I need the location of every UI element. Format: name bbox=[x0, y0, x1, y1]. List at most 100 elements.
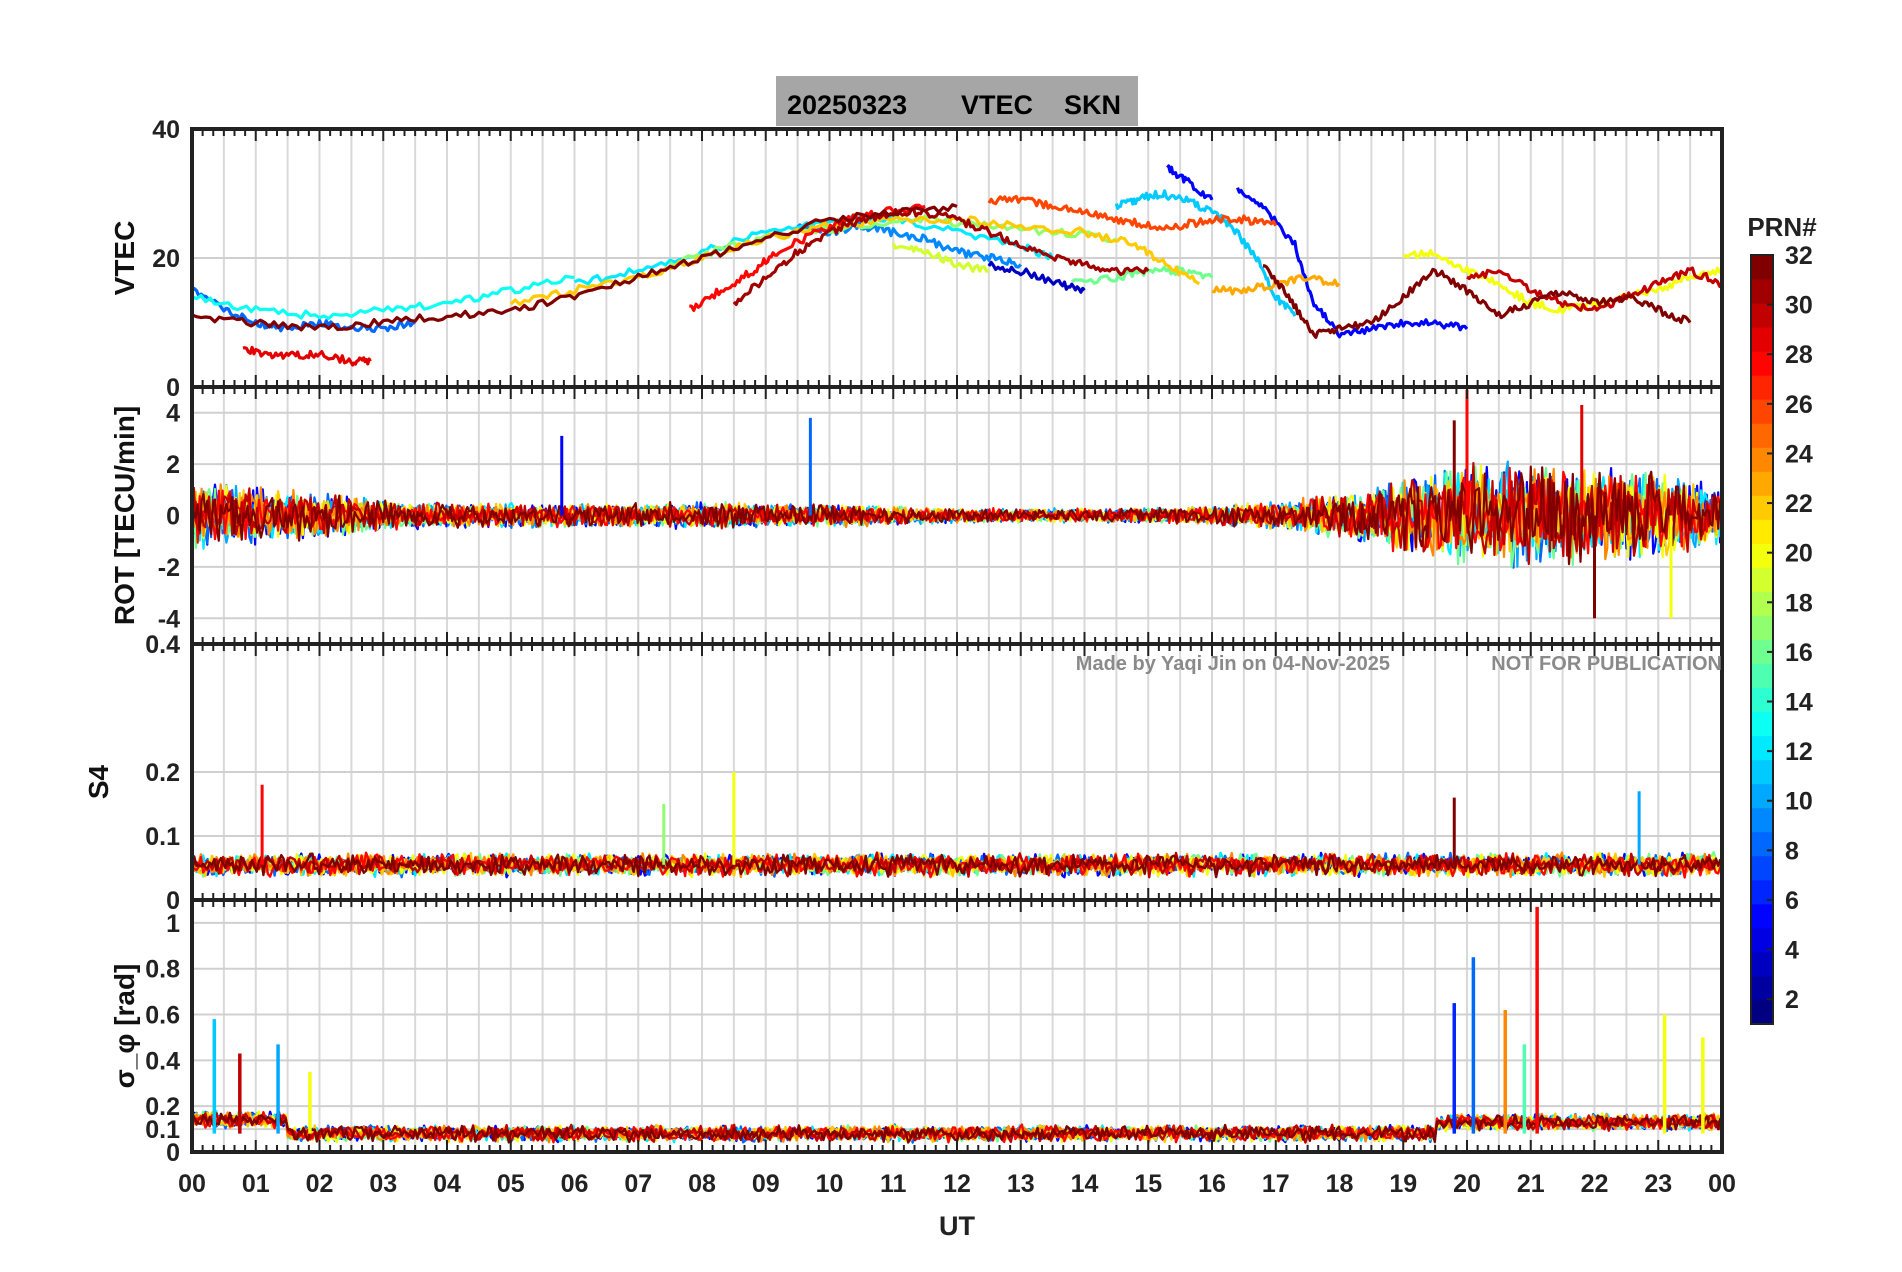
sigma-phi-panel: 00.10.2 0.4 0.6 0.8 1 σ_φ [rad] bbox=[109, 898, 1724, 1167]
colorbar-segment bbox=[1751, 999, 1773, 1025]
colorbar-segment bbox=[1751, 399, 1773, 424]
colorbar-tick-label: 26 bbox=[1785, 391, 1813, 419]
y-tick-label: 0.6 bbox=[145, 1002, 180, 1030]
watermark-author: Made by Yaqi Jin on 04-Nov-2025 bbox=[1076, 653, 1390, 675]
x-tick-label: 17 bbox=[1262, 1170, 1290, 1198]
sigma-series-prn-32 bbox=[190, 1111, 1722, 1144]
y-tick-label: -2 bbox=[158, 554, 180, 582]
colorbar-tick-label: 22 bbox=[1785, 490, 1813, 518]
colorbar-segment bbox=[1751, 591, 1773, 616]
x-tick-label: 18 bbox=[1326, 1170, 1354, 1198]
colorbar-tick-label: 14 bbox=[1785, 689, 1813, 717]
colorbar-segment bbox=[1751, 423, 1773, 448]
y-tick-label: -4 bbox=[158, 605, 180, 633]
vtec-series-prn-20 bbox=[1402, 249, 1723, 315]
x-tick-label: 09 bbox=[752, 1170, 780, 1198]
colorbar-segment bbox=[1751, 567, 1773, 592]
x-tick-label: 03 bbox=[369, 1170, 397, 1198]
colorbar-segment bbox=[1751, 639, 1773, 665]
colorbar-tick-label: 4 bbox=[1785, 937, 1799, 965]
x-tick-label: 00 bbox=[1708, 1170, 1736, 1198]
x-tick-label: 13 bbox=[1007, 1170, 1035, 1198]
colorbar-segment bbox=[1751, 855, 1773, 881]
colorbar-segment bbox=[1751, 447, 1773, 472]
colorbar-tick-label: 24 bbox=[1785, 440, 1813, 468]
vtec-y-label: VTEC bbox=[109, 221, 140, 296]
colorbar-tick-label: 8 bbox=[1785, 837, 1799, 865]
rot-panel: -4 -2 0 2 4 ROT [TECU/min] bbox=[109, 385, 1724, 646]
vtec-series-prn-32 bbox=[1263, 264, 1692, 339]
title-background bbox=[776, 76, 1138, 126]
colorbar-segment bbox=[1751, 927, 1773, 953]
watermark-note: NOT FOR PUBLICATION bbox=[1491, 653, 1722, 675]
colorbar-segment bbox=[1751, 759, 1773, 785]
vtec-panel: 0 20 40 VTEC bbox=[109, 116, 1724, 402]
vtec-series-prn-11 bbox=[1114, 189, 1297, 317]
x-tick-label: 08 bbox=[688, 1170, 716, 1198]
y-tick-label: 0.2 bbox=[145, 759, 180, 787]
colorbar-segment bbox=[1751, 375, 1773, 400]
s4-panel: 0 0.1 0.2 0.4 S4 bbox=[83, 631, 1724, 915]
colorbar-tick-label: 32 bbox=[1785, 242, 1813, 270]
vtec-series-prn-29 bbox=[242, 345, 372, 367]
s4-series-prn-32 bbox=[190, 852, 1722, 879]
colorbar-border bbox=[1750, 254, 1774, 1025]
figure-title-box: 20250323 VTEC SKN bbox=[776, 76, 1138, 126]
y-tick-label: 0.8 bbox=[145, 956, 180, 984]
colorbar-segment bbox=[1751, 975, 1773, 1001]
vtec-series-prn-31 bbox=[732, 207, 1150, 306]
colorbar-segment bbox=[1751, 711, 1773, 737]
y-tick-label: 0.4 bbox=[145, 1047, 180, 1075]
colorbar-segment bbox=[1751, 831, 1773, 857]
y-tick-label: 2 bbox=[166, 451, 180, 479]
y-tick-label: 0 bbox=[166, 887, 180, 915]
vtec-series-prn-13 bbox=[191, 274, 575, 321]
colorbar-tick-label: 20 bbox=[1785, 540, 1813, 568]
colorbar-segment bbox=[1751, 615, 1773, 640]
x-tick-label: 00 bbox=[178, 1170, 206, 1198]
vtec-series-prn-26 bbox=[987, 194, 1278, 232]
vtec-series-prn-16 bbox=[1070, 265, 1214, 285]
colorbar-tick-label: 2 bbox=[1785, 986, 1799, 1014]
vtec-series-prn-3 bbox=[987, 260, 1086, 294]
y-tick-label: 20 bbox=[152, 245, 180, 273]
colorbar-tick-label: 10 bbox=[1785, 788, 1813, 816]
colorbar-segment bbox=[1751, 783, 1773, 809]
x-tick-label: 05 bbox=[497, 1170, 525, 1198]
y-tick-label: 0 bbox=[166, 1139, 180, 1167]
rot-y-label: ROT [TECU/min] bbox=[109, 406, 140, 625]
colorbar-tick-label: 18 bbox=[1785, 589, 1813, 617]
x-tick-label: 02 bbox=[306, 1170, 334, 1198]
vtec-series-prn-19 bbox=[891, 242, 990, 273]
x-tick-label: 11 bbox=[880, 1170, 907, 1198]
colorbar-segment bbox=[1751, 279, 1773, 304]
colorbar-segment bbox=[1751, 327, 1773, 352]
x-tick-label: 01 bbox=[242, 1170, 270, 1198]
colorbar-segment bbox=[1751, 351, 1773, 376]
y-tick-label: 40 bbox=[152, 116, 180, 144]
x-tick-label: 23 bbox=[1644, 1170, 1672, 1198]
title-date: 20250323 bbox=[787, 90, 907, 120]
x-tick-label: 20 bbox=[1453, 1170, 1481, 1198]
colorbar-tick-label: 16 bbox=[1785, 639, 1813, 667]
colorbar-segment bbox=[1751, 471, 1773, 496]
x-tick-label: 14 bbox=[1071, 1170, 1099, 1198]
vtec-series-prn-22 bbox=[509, 215, 1201, 307]
colorbar-segment bbox=[1751, 807, 1773, 833]
vtec-series-prn-32 bbox=[191, 203, 958, 332]
y-tick-label: 0.2 bbox=[145, 1093, 180, 1121]
colorbar-segment bbox=[1751, 903, 1773, 929]
colorbar-tick-label: 28 bbox=[1785, 341, 1813, 369]
colorbar-tick-label: 30 bbox=[1785, 292, 1813, 320]
colorbar-tick-label: 6 bbox=[1785, 887, 1799, 915]
colorbar-tick-label: 12 bbox=[1785, 738, 1813, 766]
sigma-phi-y-label: σ_φ [rad] bbox=[109, 964, 140, 1089]
title-station: SKN bbox=[1064, 90, 1121, 120]
x-tick-label: 04 bbox=[433, 1170, 461, 1198]
x-tick-label: 10 bbox=[816, 1170, 844, 1198]
rot-series-prn-32 bbox=[190, 465, 1722, 566]
vtec-series-prn-5 bbox=[1166, 164, 1214, 201]
colorbar-segment bbox=[1751, 543, 1773, 568]
